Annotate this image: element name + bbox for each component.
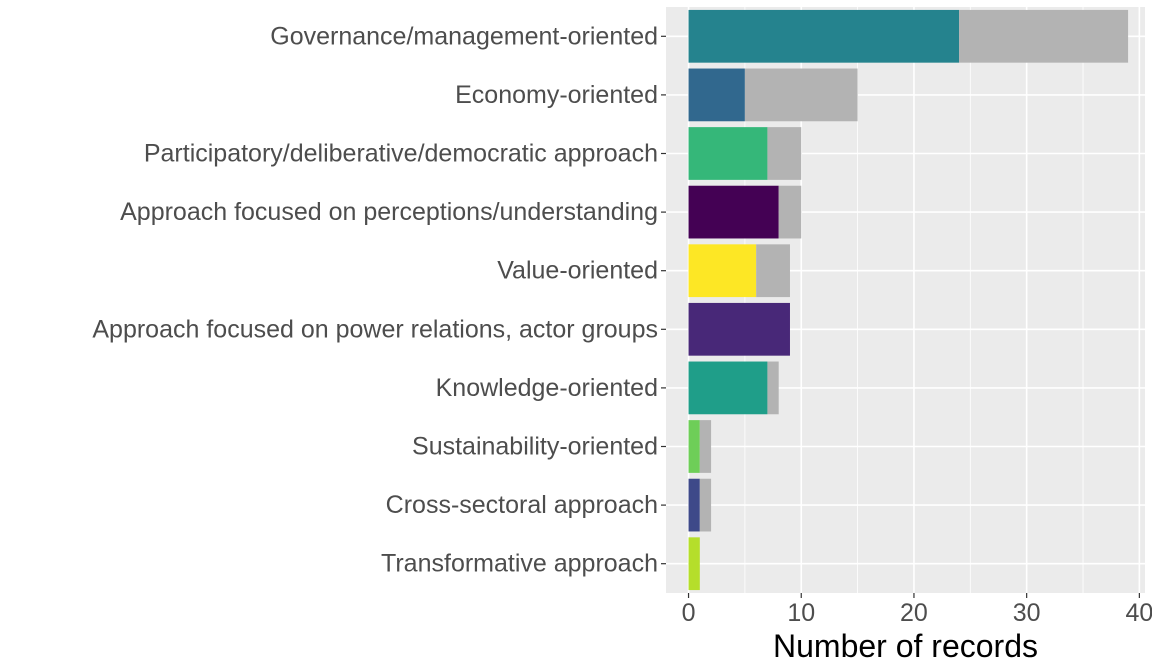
x-axis: 0 10 20 30 40: [682, 593, 1152, 627]
bar-primary-segment: [688, 68, 745, 122]
x-tick-label: 10: [787, 599, 815, 627]
x-tick-label: 20: [900, 599, 928, 627]
bars: [688, 9, 1129, 591]
bar-primary-segment: [688, 127, 768, 180]
bar-primary-segment: [688, 361, 768, 415]
bar-primary-segment: [688, 244, 757, 298]
y-tick-label: Participatory/deliberative/democratic ap…: [144, 140, 658, 168]
bar-secondary-segment: [767, 361, 779, 415]
bar-primary-segment: [688, 478, 700, 532]
bar-secondary-segment: [767, 127, 802, 180]
y-tick-label: Value-oriented: [497, 257, 658, 285]
bar-secondary-segment: [744, 68, 858, 122]
bar-secondary-segment: [756, 244, 790, 298]
y-tick-label: Governance/management-oriented: [270, 22, 658, 50]
y-tick-label: Sustainability-oriented: [412, 433, 658, 461]
y-tick-label: Approach focused on power relations, act…: [92, 315, 658, 343]
bar-secondary-segment: [699, 420, 712, 473]
bar-primary-segment: [688, 185, 779, 239]
y-tick-label: Approach focused on perceptions/understa…: [120, 198, 658, 226]
y-tick-label: Economy-oriented: [455, 81, 658, 109]
y-tick-label: Cross-sectoral approach: [386, 491, 658, 519]
x-tick-label: 30: [1013, 599, 1041, 627]
bar-primary-segment: [688, 537, 700, 591]
x-tick-label: 0: [682, 599, 696, 627]
bar-primary-segment: [688, 302, 790, 356]
y-axis: Governance/management-oriented Economy-or…: [92, 22, 666, 578]
y-tick-label: Transformative approach: [381, 550, 658, 578]
x-tick-label: 40: [1125, 599, 1152, 627]
bar-secondary-segment: [959, 9, 1129, 63]
bar-secondary-segment: [699, 478, 712, 532]
x-axis-title: Number of records: [773, 628, 1038, 664]
y-tick-label: Knowledge-oriented: [436, 374, 658, 402]
bar-primary-segment: [688, 420, 700, 473]
bar-secondary-segment: [778, 185, 802, 239]
bar-primary-segment: [688, 9, 960, 63]
